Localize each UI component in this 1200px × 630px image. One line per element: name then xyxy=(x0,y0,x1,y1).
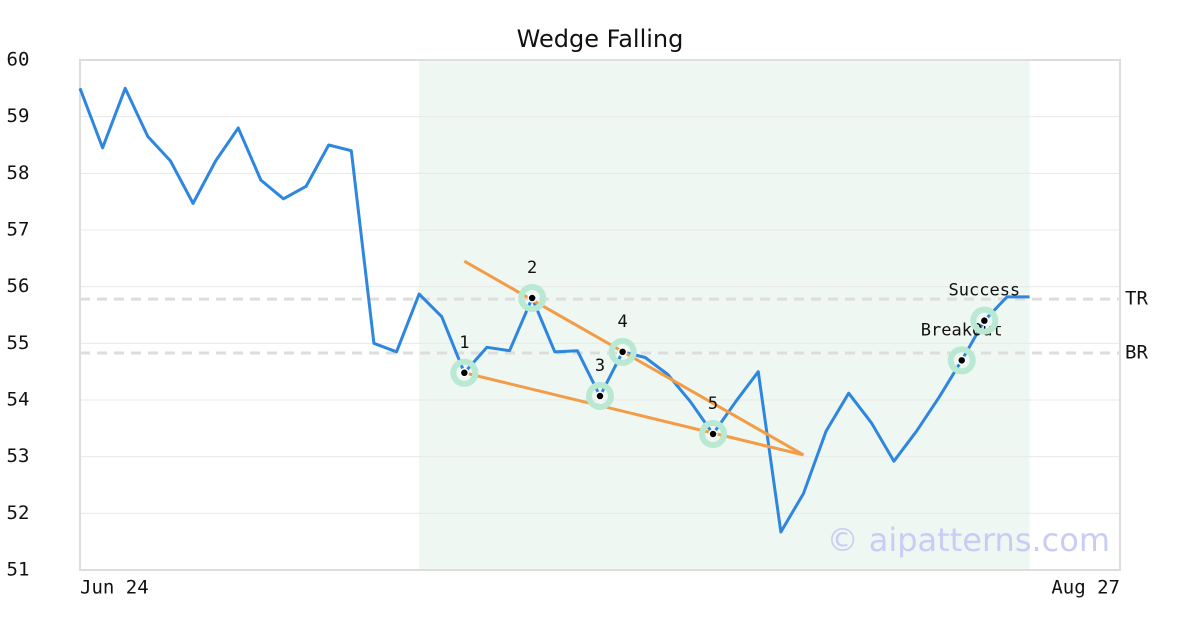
y-tick-label: 59 xyxy=(7,105,30,127)
pattern-point-label: 4 xyxy=(617,312,627,332)
pattern-region xyxy=(419,60,1030,570)
pattern-point-halo xyxy=(518,284,547,312)
pattern-point-halo xyxy=(608,337,637,366)
pattern-point xyxy=(595,391,605,401)
pattern-point xyxy=(708,429,718,439)
y-tick-label: 54 xyxy=(7,389,30,411)
pattern-point xyxy=(979,315,990,326)
level-label: TR xyxy=(1125,288,1148,310)
pattern-point-halo xyxy=(586,382,614,411)
plot-frame xyxy=(79,59,1121,571)
pattern-point xyxy=(459,368,470,378)
y-tick-label: 55 xyxy=(7,332,30,354)
pattern-point-label: 5 xyxy=(708,394,718,414)
pattern-point-halo xyxy=(699,420,728,448)
y-tick-label: 58 xyxy=(7,162,30,184)
pattern-point xyxy=(956,355,967,366)
x-tick-label: Aug 27 xyxy=(1051,577,1120,599)
pattern-point xyxy=(617,347,628,357)
y-tick-label: 56 xyxy=(7,275,30,297)
x-tick-label: Jun 24 xyxy=(80,577,149,599)
y-tick-label: 53 xyxy=(7,445,30,467)
pattern-point xyxy=(527,293,537,303)
pattern-point-label: BreakOut xyxy=(921,320,1003,340)
y-tick-label: 57 xyxy=(7,219,30,241)
level-label: BR xyxy=(1125,341,1148,363)
pattern-point-label: 1 xyxy=(459,333,469,353)
pattern-point-halo xyxy=(947,346,976,375)
chart-title: Wedge Falling xyxy=(517,25,684,53)
pattern-point-label: Success xyxy=(949,281,1021,301)
watermark: © aipatterns.com xyxy=(827,521,1110,559)
pattern-point-halo xyxy=(450,358,479,387)
pattern-point-label: 3 xyxy=(595,356,605,376)
pattern-point-halo xyxy=(970,306,999,335)
trendline xyxy=(463,371,804,457)
y-tick-label: 60 xyxy=(7,49,30,71)
y-tick-label: 52 xyxy=(7,502,30,524)
y-tick-label: 51 xyxy=(7,559,30,581)
pattern-point-label: 2 xyxy=(527,258,537,278)
price-line xyxy=(78,86,1030,534)
